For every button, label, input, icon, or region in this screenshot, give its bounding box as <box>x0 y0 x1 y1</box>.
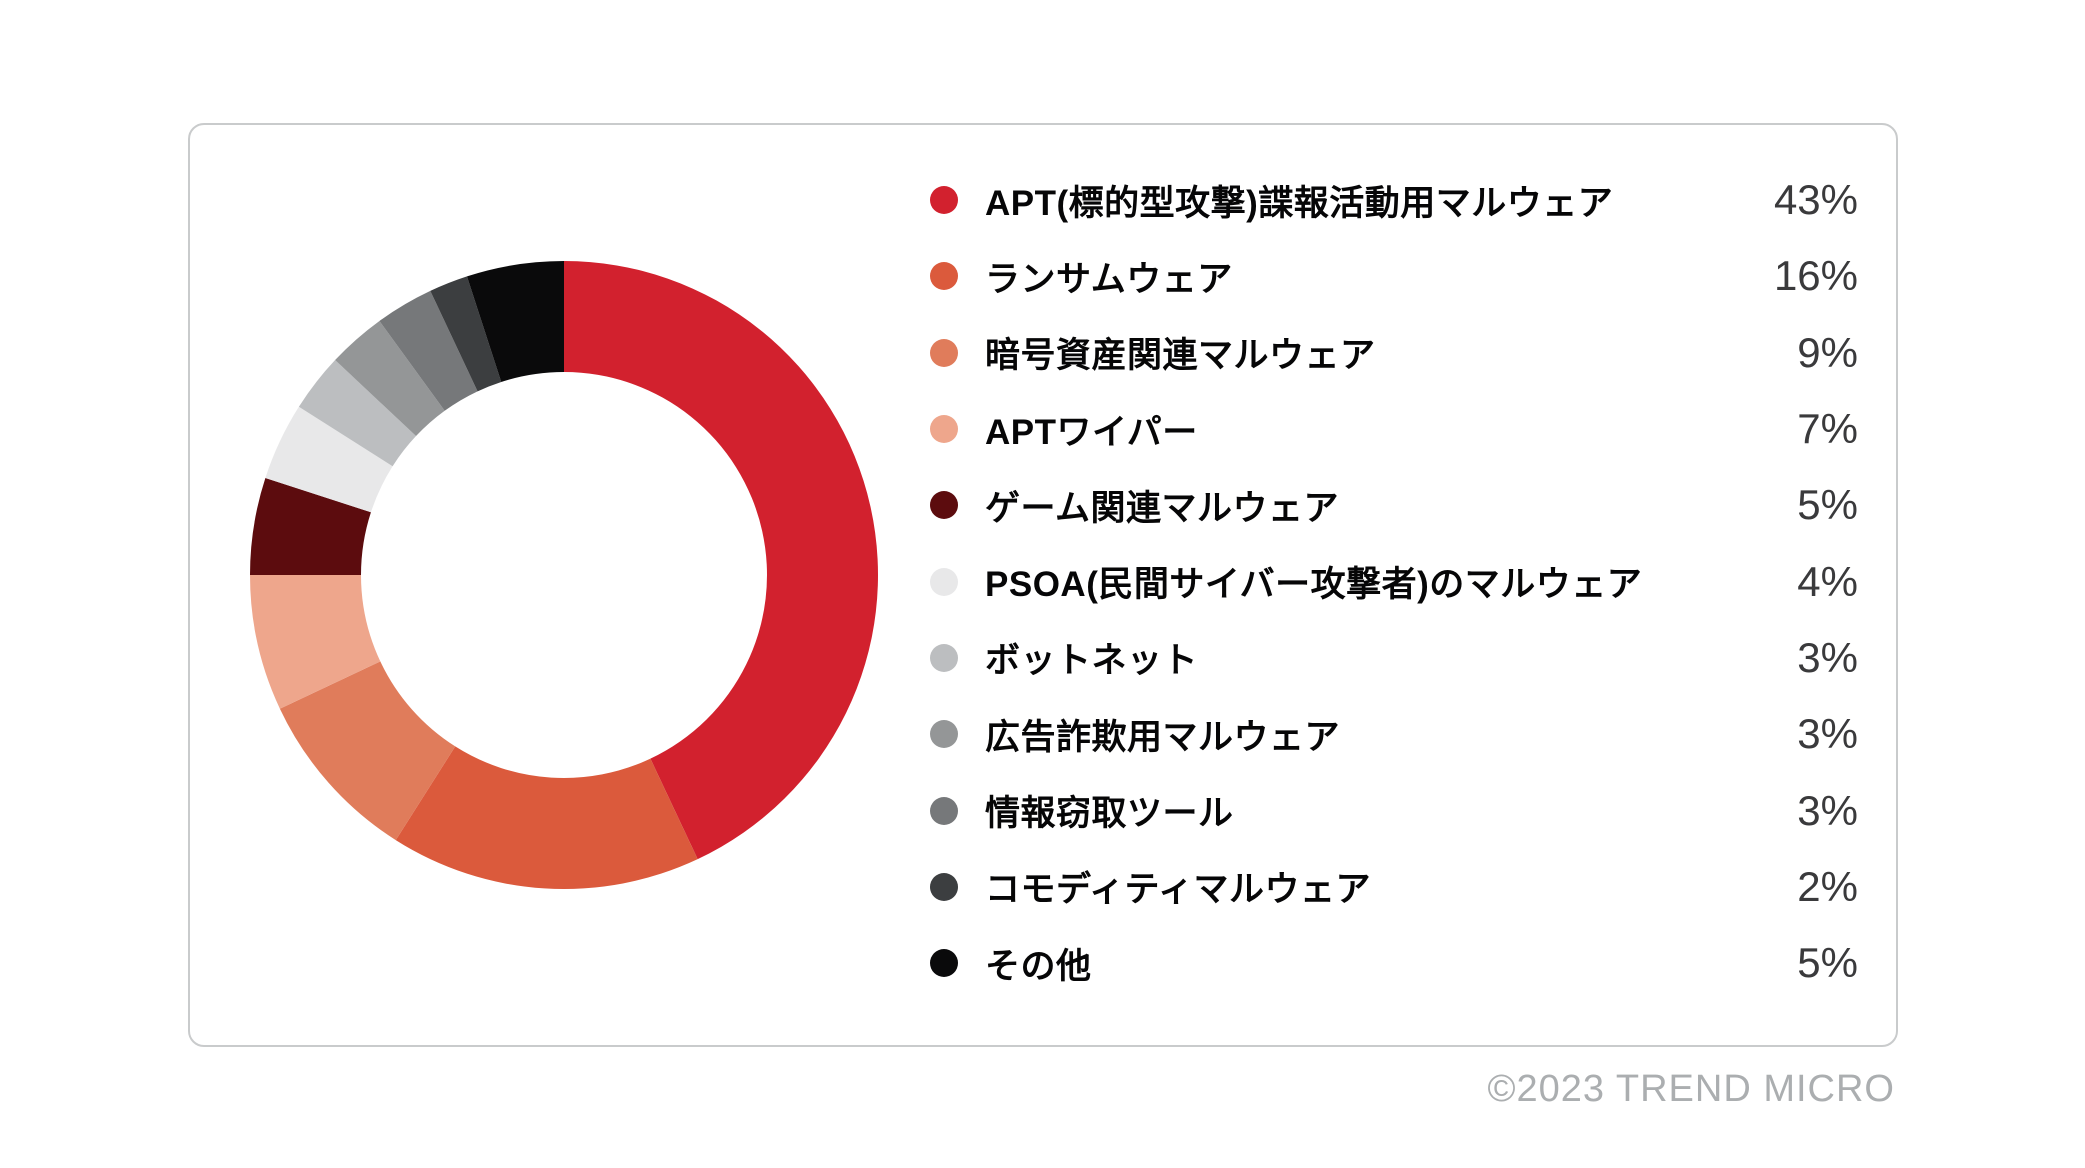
legend-item: 広告詐欺用マルウェア 3% <box>930 696 1858 772</box>
legend-color-dot <box>930 949 958 978</box>
donut-segment <box>265 406 393 513</box>
donut-segment <box>250 575 381 709</box>
legend-item-label: PSOA(民間サイバー攻撃者)のマルウェア <box>985 565 1643 605</box>
legend-color-dot <box>930 491 958 520</box>
legend-color-dot <box>930 415 958 444</box>
legend-color-dot <box>930 567 958 596</box>
legend-item: 暗号資産関連マルウェア 9% <box>930 315 1858 391</box>
copyright-text: ©2023 TREND MICRO <box>1487 1068 1895 1110</box>
legend-color-dot <box>930 338 958 367</box>
chart-card: APT(標的型攻撃)諜報活動用マルウェア 43% ランサムウェア 16% 暗号資… <box>188 123 1898 1047</box>
legend-item: ボットネット 3% <box>930 620 1858 696</box>
legend-item-label: ゲーム関連マルウェア <box>985 488 1339 528</box>
chart-legend: APT(標的型攻撃)諜報活動用マルウェア 43% ランサムウェア 16% 暗号資… <box>930 162 1858 1001</box>
donut-segment <box>250 477 371 575</box>
donut-segment <box>466 261 564 382</box>
legend-item-value: 5% <box>1797 939 1858 987</box>
legend-item-value: 3% <box>1797 786 1858 834</box>
legend-item-label: コモディティマルウェア <box>985 870 1371 910</box>
legend-item: コモディティマルウェア 2% <box>930 849 1858 925</box>
donut-segment <box>298 360 417 467</box>
legend-item-value: 2% <box>1797 862 1858 910</box>
donut-segment <box>430 276 502 392</box>
legend-item-label: APTワイパー <box>985 412 1198 452</box>
legend-item-value: 3% <box>1797 633 1858 681</box>
legend-item-value: 4% <box>1797 557 1858 605</box>
donut-segment <box>564 261 879 860</box>
legend-item: APT(標的型攻撃)諜報活動用マルウェア 43% <box>930 162 1858 238</box>
legend-item-label: 広告詐欺用マルウェア <box>985 717 1341 757</box>
legend-item-label: 暗号資産関連マルウェア <box>985 336 1376 376</box>
legend-item: PSOA(民間サイバー攻撃者)のマルウェア 4% <box>930 543 1858 619</box>
legend-item: 情報窃取ツール 3% <box>930 772 1858 848</box>
legend-item-value: 16% <box>1773 252 1858 300</box>
legend-item: ランサムウェア 16% <box>930 238 1858 314</box>
legend-item-label: ボットネット <box>985 641 1199 681</box>
legend-color-dot <box>930 186 958 215</box>
donut-chart <box>250 261 879 890</box>
donut-segment <box>379 290 478 411</box>
legend-item-value: 5% <box>1797 481 1858 529</box>
legend-item-value: 7% <box>1797 405 1858 453</box>
legend-color-dot <box>930 720 958 749</box>
legend-item: ゲーム関連マルウェア 5% <box>930 467 1858 543</box>
legend-item-value: 43% <box>1773 176 1858 224</box>
legend-color-dot <box>930 262 958 291</box>
donut-segment <box>335 320 445 437</box>
legend-item: その他 5% <box>930 925 1858 1001</box>
donut-segment <box>395 746 698 890</box>
legend-item-value: 9% <box>1797 328 1858 376</box>
legend-item-value: 3% <box>1797 710 1858 758</box>
donut-segment <box>279 661 456 841</box>
legend-item-label: その他 <box>985 946 1092 986</box>
legend-color-dot <box>930 643 958 672</box>
legend-color-dot <box>930 872 958 901</box>
legend-item-label: 情報窃取ツール <box>985 794 1234 834</box>
legend-item: APTワイパー 7% <box>930 391 1858 467</box>
legend-item-label: ランサムウェア <box>985 259 1233 299</box>
legend-color-dot <box>930 796 958 825</box>
legend-item-label: APT(標的型攻撃)諜報活動用マルウェア <box>985 183 1614 223</box>
